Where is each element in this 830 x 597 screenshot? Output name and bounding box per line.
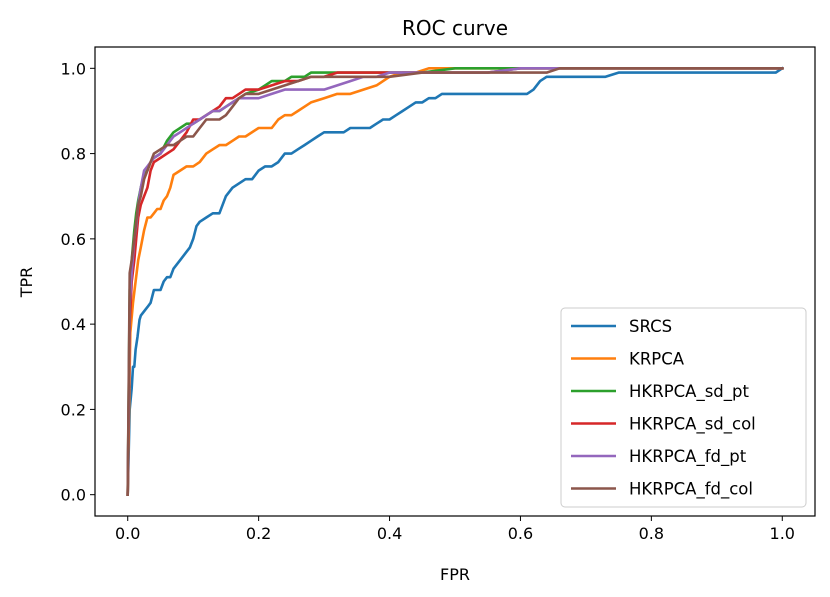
legend-box bbox=[560, 307, 807, 508]
series-line-srcs bbox=[126, 66, 785, 497]
legend-label-krpca: KRPCA bbox=[629, 350, 685, 369]
plot-frame bbox=[94, 46, 816, 517]
x-tick-label: 1.0 bbox=[770, 524, 795, 543]
legend-label-srcs: SRCS bbox=[629, 317, 672, 336]
series-line-krpca bbox=[126, 67, 784, 497]
legend-label-hkrpca-sd-pt: HKRPCA_sd_pt bbox=[629, 382, 749, 402]
y-axis-label: TPR bbox=[17, 267, 36, 299]
x-tick-label: 0.2 bbox=[246, 524, 271, 543]
legend-label-hkrpca-fd-col: HKRPCA_fd_col bbox=[629, 480, 753, 500]
legend-label-hkrpca-fd-pt: HKRPCA_fd_pt bbox=[629, 447, 747, 467]
plot-lines bbox=[126, 66, 785, 497]
x-tick-label: 0.4 bbox=[377, 524, 402, 543]
x-axis-ticks: 0.0 0.2 0.4 0.6 0.8 1.0 bbox=[115, 516, 795, 543]
y-tick-label: 0.6 bbox=[61, 230, 86, 249]
x-tick-label: 0.8 bbox=[639, 524, 664, 543]
y-tick-label: 1.0 bbox=[61, 59, 86, 78]
chart-title: ROC curve bbox=[402, 16, 508, 40]
y-axis-ticks: 0.0 0.2 0.4 0.6 0.8 1.0 bbox=[61, 59, 95, 505]
x-tick-label: 0.6 bbox=[508, 524, 533, 543]
y-tick-label: 0.2 bbox=[61, 400, 86, 419]
y-tick-label: 0.4 bbox=[61, 315, 86, 334]
x-axis-label: FPR bbox=[440, 565, 470, 584]
x-tick-label: 0.0 bbox=[115, 524, 140, 543]
legend: SRCS KRPCA HKRPCA_sd_pt HKRPCA_sd_col HKRPCA… bbox=[560, 307, 807, 508]
y-tick-label: 0.0 bbox=[61, 486, 86, 505]
series-line-hkrpca-fd-col bbox=[126, 67, 784, 497]
y-tick-label: 0.8 bbox=[61, 145, 86, 164]
legend-label-hkrpca-sd-col: HKRPCA_sd_col bbox=[629, 415, 756, 435]
